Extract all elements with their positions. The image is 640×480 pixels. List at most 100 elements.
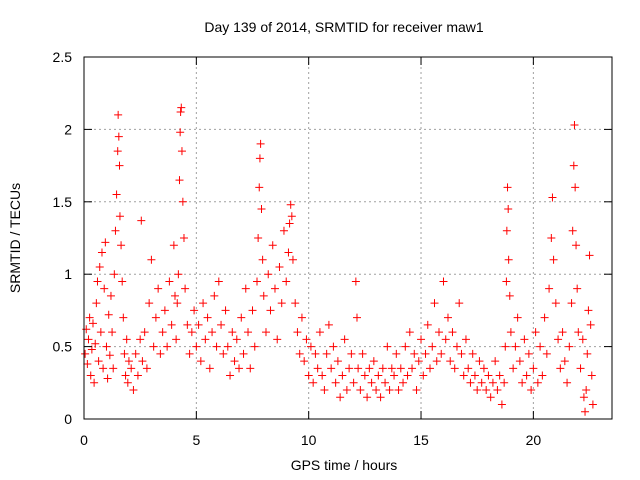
data-point bbox=[324, 320, 333, 329]
data-point bbox=[300, 357, 309, 366]
data-point bbox=[576, 364, 585, 373]
data-point bbox=[584, 306, 593, 315]
x-tick-label: 5 bbox=[192, 432, 200, 448]
data-point bbox=[120, 349, 129, 358]
data-point bbox=[169, 241, 178, 250]
data-point bbox=[111, 226, 120, 235]
data-point bbox=[273, 335, 282, 344]
data-point bbox=[556, 364, 565, 373]
data-point bbox=[92, 299, 101, 308]
data-point bbox=[491, 357, 500, 366]
data-point bbox=[356, 386, 365, 395]
data-point bbox=[83, 359, 92, 368]
data-point bbox=[586, 320, 595, 329]
data-point bbox=[84, 335, 93, 344]
data-point bbox=[565, 342, 574, 351]
data-point bbox=[331, 378, 340, 387]
data-point bbox=[563, 378, 572, 387]
data-point bbox=[509, 364, 518, 373]
data-point bbox=[426, 364, 435, 373]
data-point bbox=[583, 349, 592, 358]
data-point bbox=[124, 357, 133, 366]
data-point bbox=[190, 306, 199, 315]
data-point bbox=[86, 371, 95, 380]
data-point bbox=[403, 371, 412, 380]
data-point bbox=[264, 270, 273, 279]
data-point bbox=[217, 320, 226, 329]
data-point bbox=[142, 364, 151, 373]
x-tick-label: 15 bbox=[413, 432, 429, 448]
data-point bbox=[156, 349, 165, 358]
data-point bbox=[437, 349, 446, 358]
y-tick-label: 1.5 bbox=[53, 194, 73, 210]
data-point bbox=[351, 277, 360, 286]
data-point bbox=[336, 393, 345, 402]
data-point bbox=[354, 364, 363, 373]
data-point bbox=[505, 291, 514, 300]
plot-frame bbox=[83, 56, 613, 420]
data-point bbox=[450, 364, 459, 373]
data-point bbox=[369, 357, 378, 366]
data-point bbox=[90, 378, 99, 387]
data-point bbox=[568, 226, 577, 235]
data-point bbox=[349, 378, 358, 387]
data-point bbox=[518, 378, 527, 387]
data-point bbox=[466, 378, 475, 387]
data-point bbox=[223, 342, 232, 351]
data-point bbox=[582, 386, 591, 395]
data-point bbox=[352, 313, 361, 322]
data-point bbox=[127, 364, 136, 373]
data-point bbox=[502, 277, 511, 286]
data-point bbox=[342, 386, 351, 395]
data-point bbox=[112, 190, 121, 199]
data-point bbox=[253, 277, 262, 286]
data-point bbox=[484, 371, 493, 380]
data-point bbox=[536, 342, 545, 351]
data-point bbox=[82, 325, 91, 334]
data-point bbox=[110, 270, 119, 279]
data-point bbox=[97, 248, 106, 257]
data-point bbox=[172, 335, 181, 344]
data-point bbox=[131, 349, 140, 358]
data-point bbox=[154, 284, 163, 293]
data-point bbox=[151, 313, 160, 322]
data-point bbox=[385, 386, 394, 395]
data-point bbox=[178, 197, 187, 206]
data-point bbox=[545, 284, 554, 293]
data-point bbox=[167, 320, 176, 329]
data-point bbox=[121, 371, 130, 380]
data-point bbox=[381, 378, 390, 387]
data-point bbox=[461, 335, 470, 344]
axis-ticks: 0 0.5 1 1.5 2 2.5 0 5 10 15 20 bbox=[53, 49, 612, 448]
data-point bbox=[295, 349, 304, 358]
data-point bbox=[257, 205, 266, 214]
data-point bbox=[288, 255, 297, 264]
data-point bbox=[486, 393, 495, 402]
data-point bbox=[569, 161, 578, 170]
data-point bbox=[347, 349, 356, 358]
data-point bbox=[266, 306, 275, 315]
data-point bbox=[177, 103, 186, 112]
data-point bbox=[210, 291, 219, 300]
data-point bbox=[232, 335, 241, 344]
data-point bbox=[94, 357, 103, 366]
data-point bbox=[91, 339, 100, 348]
data-point bbox=[104, 310, 113, 319]
data-point bbox=[255, 183, 264, 192]
data-point bbox=[345, 364, 354, 373]
data-point bbox=[515, 357, 524, 366]
data-point bbox=[367, 378, 376, 387]
data-point bbox=[376, 393, 385, 402]
data-point bbox=[493, 386, 502, 395]
data-point bbox=[137, 216, 146, 225]
data-point bbox=[504, 255, 513, 264]
data-point bbox=[259, 291, 268, 300]
data-point bbox=[268, 241, 277, 250]
data-point bbox=[554, 335, 563, 344]
data-point bbox=[187, 328, 196, 337]
data-point bbox=[179, 234, 188, 242]
data-point bbox=[293, 328, 302, 337]
data-point bbox=[99, 364, 108, 373]
data-point bbox=[108, 328, 117, 337]
data-point bbox=[239, 349, 248, 358]
